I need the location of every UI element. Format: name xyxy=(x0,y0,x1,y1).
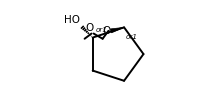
Text: HO: HO xyxy=(64,15,80,25)
Text: O: O xyxy=(85,23,93,33)
Polygon shape xyxy=(110,27,124,33)
Text: O: O xyxy=(102,26,111,36)
Text: or1: or1 xyxy=(96,27,108,33)
Text: or1: or1 xyxy=(126,34,138,40)
